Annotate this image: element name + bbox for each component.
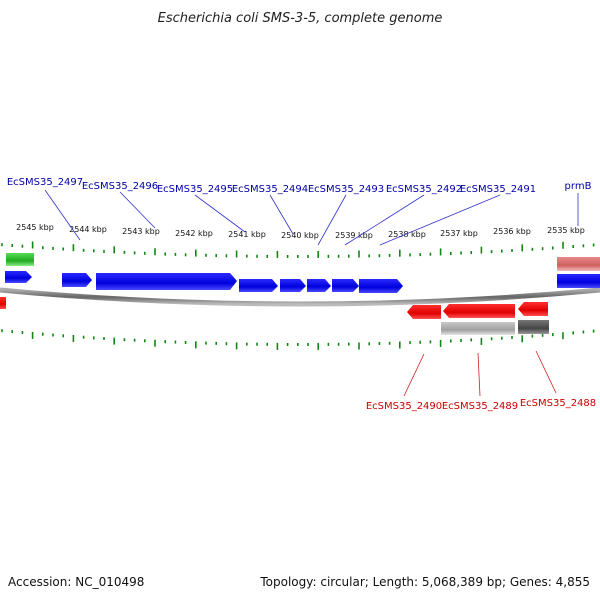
- reverse-gene-left-edge[interactable]: [0, 297, 6, 309]
- scale-label: 2543 kbp: [122, 227, 160, 236]
- gene-label-2491[interactable]: EcSMS35_2491: [460, 184, 536, 195]
- gene-label-2494[interactable]: EcSMS35_2494: [232, 184, 308, 195]
- forward-gene-2495[interactable]: [239, 279, 278, 292]
- green-feature[interactable]: [6, 253, 34, 266]
- scale-label: 2545 kbp: [16, 223, 54, 232]
- scale-label: 2535 kbp: [547, 226, 585, 235]
- dark-gray-feature[interactable]: [518, 320, 549, 334]
- gene-label-2496[interactable]: EcSMS35_2496: [82, 181, 158, 192]
- scale-label: 2537 kbp: [440, 229, 478, 238]
- scale-label: 2536 kbp: [493, 227, 531, 236]
- scale-label: 2541 kbp: [228, 230, 266, 239]
- map-title: Escherichia coli SMS-3-5, complete genom…: [158, 11, 443, 26]
- forward-gene-2497[interactable]: [62, 273, 92, 287]
- gene-label-2488[interactable]: EcSMS35_2488: [520, 398, 596, 409]
- forward-gene-labels: EcSMS35_2497 EcSMS35_2496 EcSMS35_2495 E…: [7, 177, 592, 246]
- accession-text: Accession: NC_010498: [8, 575, 144, 589]
- scale-label: 2542 kbp: [175, 229, 213, 238]
- gene-label-2497[interactable]: EcSMS35_2497: [7, 177, 83, 188]
- gene-label-2493[interactable]: EcSMS35_2493: [308, 184, 384, 195]
- forward-strand-features: [5, 253, 600, 293]
- scale-labels: 2545 kbp 2544 kbp 2543 kbp 2542 kbp 2541 kbp…: [16, 223, 585, 240]
- reverse-gene-labels: EcSMS35_2490 EcSMS35_2489 EcSMS35_2488: [366, 350, 596, 412]
- reverse-gene-2489[interactable]: [443, 304, 515, 318]
- forward-gene-2491[interactable]: [359, 279, 403, 293]
- scale-label: 2539 kbp: [335, 231, 373, 240]
- reverse-gene-2490[interactable]: [407, 305, 441, 319]
- pink-feature[interactable]: [557, 257, 600, 271]
- scale-label: 2544 kbp: [69, 225, 107, 234]
- scale-label: 2540 kbp: [281, 231, 319, 240]
- forward-gene-prmB[interactable]: [557, 274, 600, 288]
- forward-gene-2496[interactable]: [96, 273, 237, 290]
- genome-summary-text: Topology: circular; Length: 5,068,389 bp…: [259, 575, 590, 589]
- forward-gene-2493[interactable]: [307, 279, 331, 292]
- gene-label-2495[interactable]: EcSMS35_2495: [157, 184, 233, 195]
- gene-label-2492[interactable]: EcSMS35_2492: [386, 184, 462, 195]
- lower-tick-ring: [1, 329, 595, 350]
- reverse-gene-2488[interactable]: [518, 302, 548, 316]
- gene-label-prmB[interactable]: prmB: [565, 181, 592, 192]
- scale-label: 2538 kbp: [388, 230, 426, 239]
- upper-tick-ring: [1, 241, 595, 258]
- forward-gene-2492[interactable]: [332, 279, 359, 292]
- gene-label-2489[interactable]: EcSMS35_2489: [442, 401, 518, 412]
- gray-feature[interactable]: [441, 322, 515, 335]
- forward-gene-2494[interactable]: [280, 279, 306, 292]
- reverse-strand-features: [0, 297, 549, 335]
- gene-label-2490[interactable]: EcSMS35_2490: [366, 401, 442, 412]
- forward-gene-left-edge[interactable]: [5, 271, 32, 283]
- genome-backbone: [0, 287, 600, 307]
